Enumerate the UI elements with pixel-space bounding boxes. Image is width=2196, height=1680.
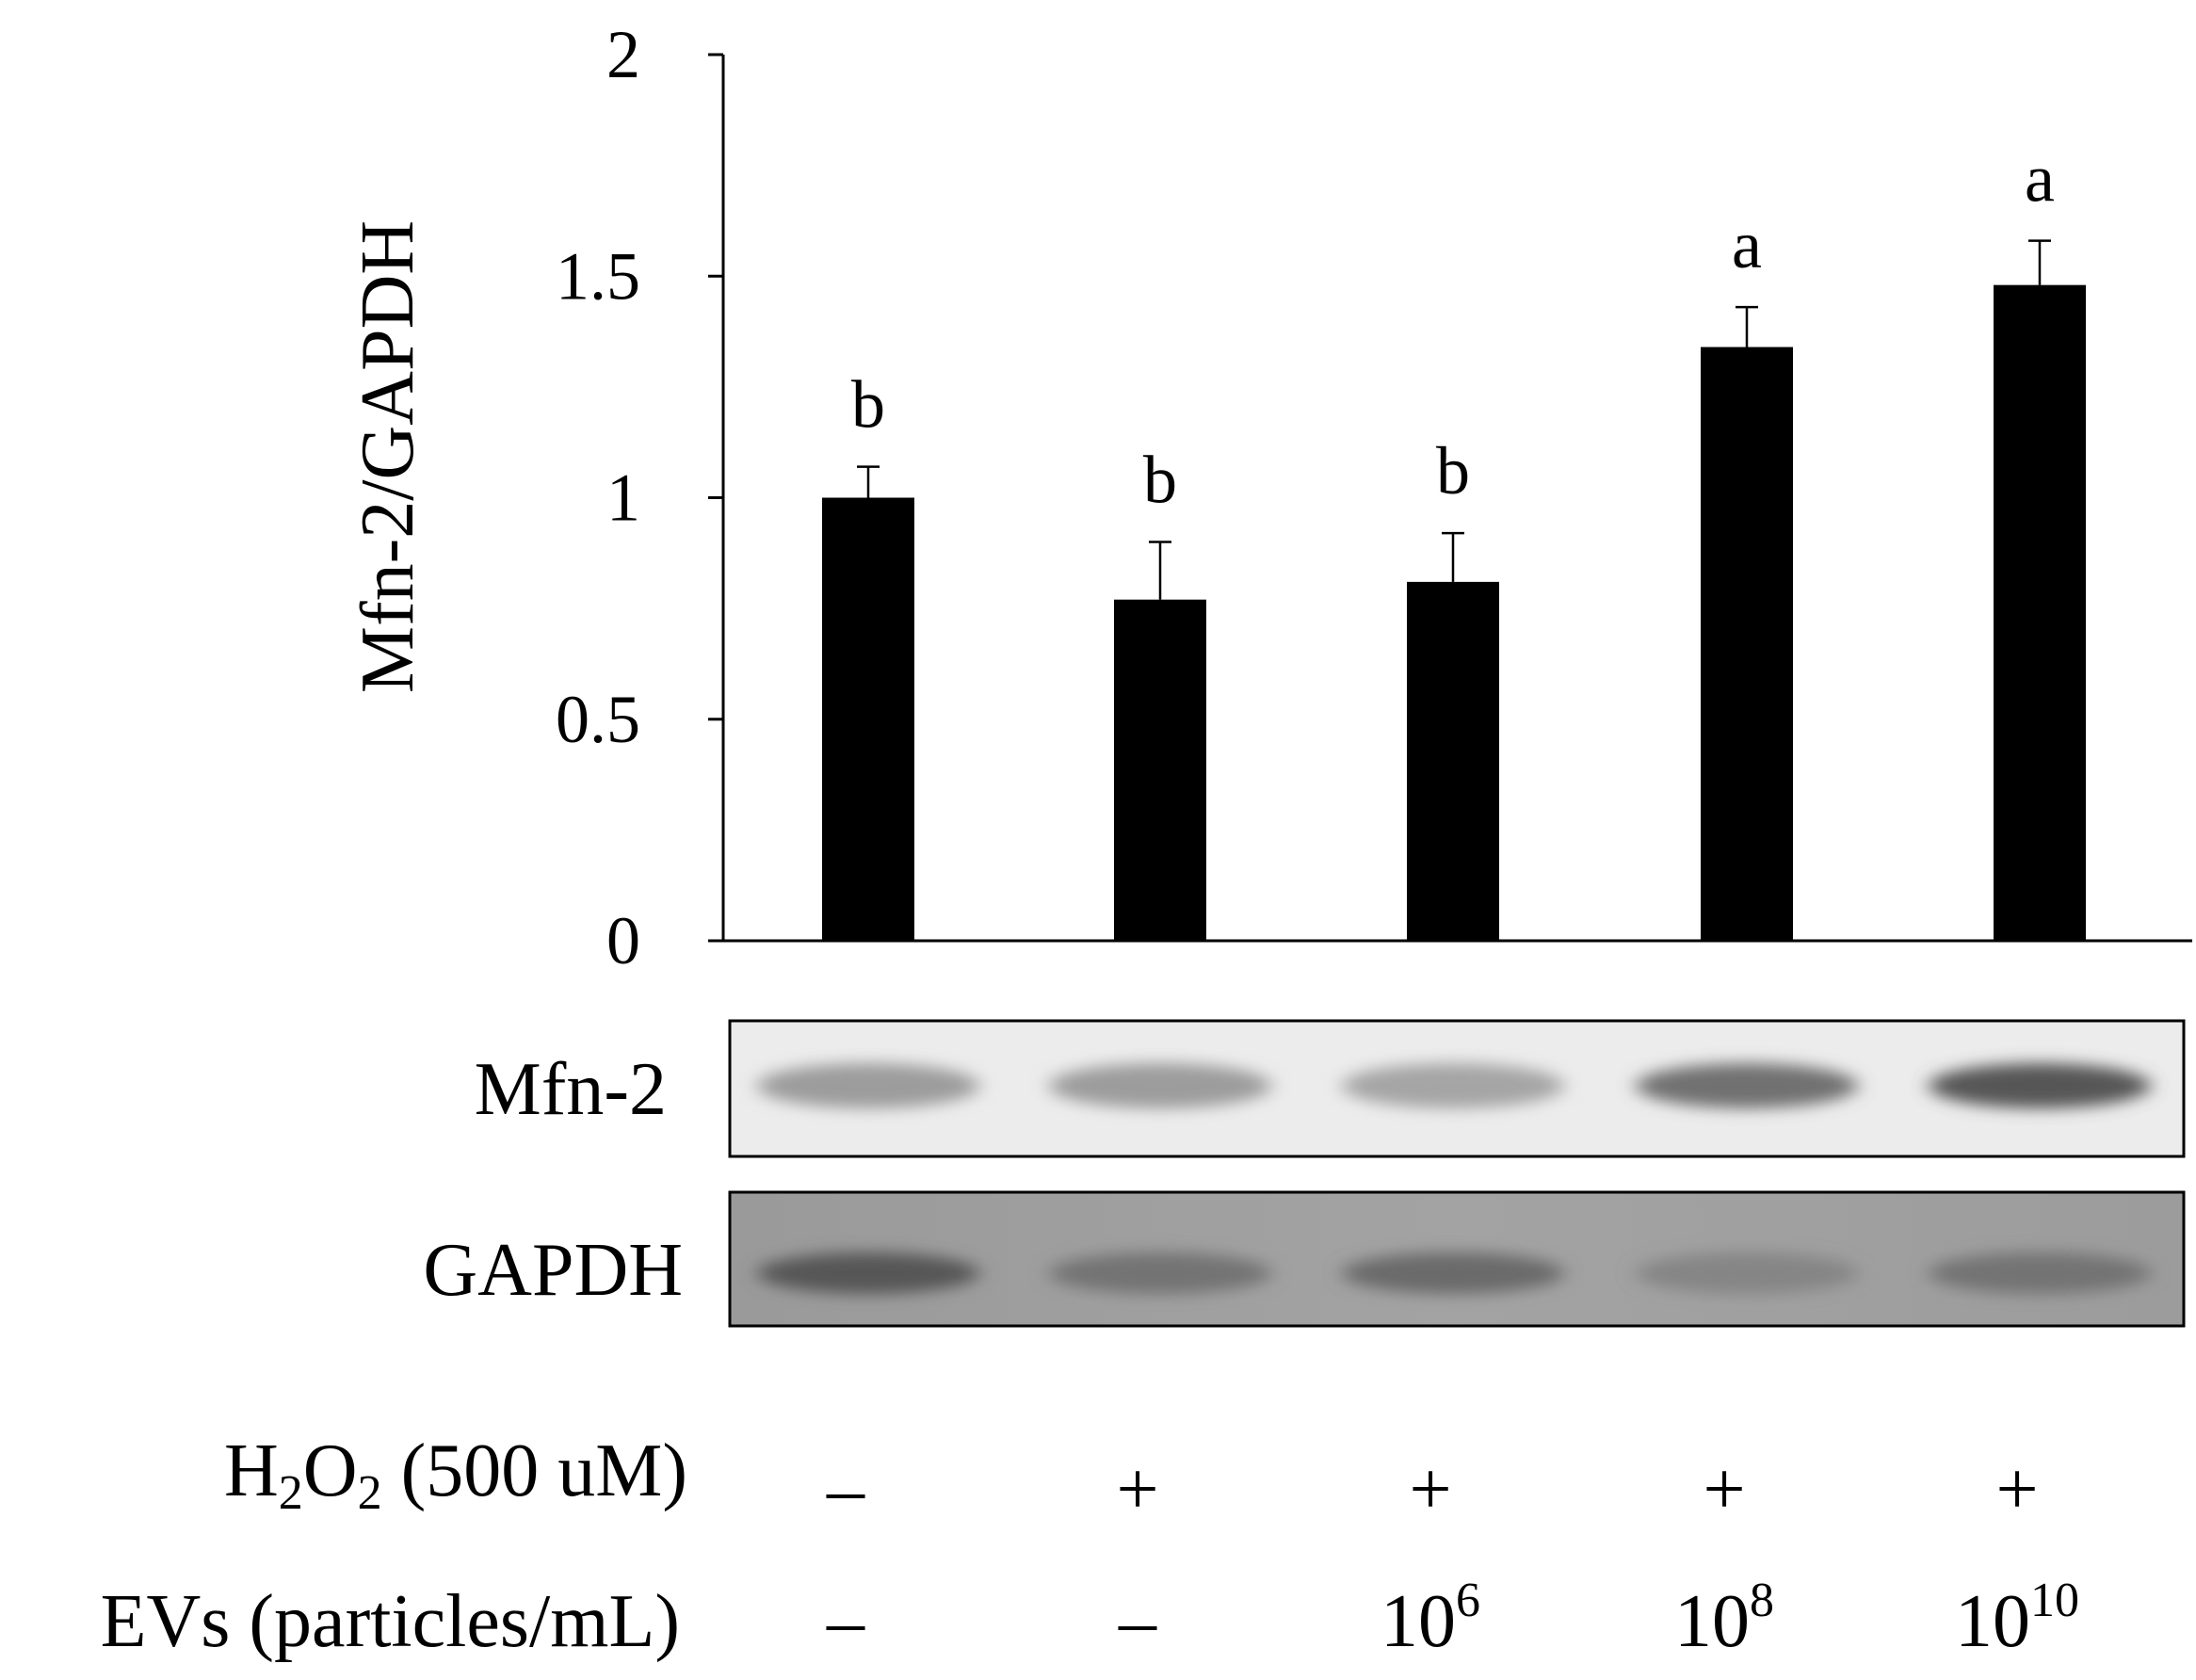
- blot-band: [1049, 1252, 1271, 1294]
- blot-band: [1636, 1063, 1858, 1108]
- bar: [1994, 284, 2086, 941]
- blot-band: [1636, 1252, 1858, 1294]
- evs-value-exponent: 8: [1750, 1574, 1774, 1627]
- y-tick-label: 1.5: [556, 238, 640, 314]
- blot-band: [1929, 1252, 2151, 1294]
- mfn2-blot: [728, 1019, 2186, 1158]
- evs-value-base: 10: [1381, 1580, 1456, 1663]
- h2o2-value: +: [1703, 1448, 1745, 1531]
- bar: [1114, 599, 1206, 941]
- evs-value: 108: [1674, 1574, 1774, 1663]
- evs-value-base: 10: [1955, 1580, 2030, 1663]
- evs-values: – –106 108 1010: [826, 1574, 2079, 1663]
- mfn2-blot-label: Mfn-2: [475, 1048, 667, 1131]
- blot-band: [1342, 1252, 1564, 1294]
- h2o2-label-part-2: O: [303, 1430, 358, 1512]
- h2o2-value: –: [826, 1448, 865, 1531]
- blot-band: [1049, 1063, 1271, 1108]
- y-axis-title: Mfn-2/GAPDH: [347, 220, 429, 693]
- h2o2-label-part-3: (500 uM): [382, 1430, 687, 1512]
- h2o2-label-part-1: H: [224, 1430, 279, 1512]
- evs-value-exponent: 10: [2030, 1574, 2079, 1627]
- gapdh-bands: [757, 1252, 2151, 1294]
- h2o2-value: +: [1995, 1448, 2038, 1531]
- h2o2-label-sub-1: 2: [279, 1466, 303, 1520]
- significance-label: b: [1436, 433, 1470, 509]
- evs-value: 106: [1381, 1574, 1480, 1663]
- bar: [822, 497, 914, 941]
- bar: [1407, 581, 1499, 941]
- h2o2-value: +: [1409, 1448, 1451, 1531]
- y-tick-label: 1: [606, 460, 640, 536]
- significance-label: a: [1732, 207, 1762, 283]
- evs-value-exponent: 6: [1456, 1574, 1480, 1627]
- evs-value: –: [1118, 1580, 1157, 1663]
- evs-value: 1010: [1955, 1574, 2079, 1663]
- evs-label: EVs (particles/mL): [101, 1580, 680, 1663]
- significance-label: a: [2025, 141, 2055, 217]
- y-tick-label: 2: [606, 17, 640, 92]
- h2o2-values: – + + + +: [826, 1448, 2039, 1531]
- significance-label: b: [1143, 443, 1177, 518]
- h2o2-label-sub-2: 2: [358, 1466, 382, 1520]
- significance-label: b: [851, 367, 885, 443]
- bars: b b b a a: [822, 141, 2086, 941]
- evs-value-base: 10: [1674, 1580, 1750, 1663]
- gapdh-blot: [728, 1190, 2186, 1328]
- h2o2-label: H2O2 (500 uM): [224, 1430, 687, 1520]
- mfn2-bands: [757, 1063, 2151, 1108]
- h2o2-value: +: [1116, 1448, 1158, 1531]
- blot-band: [1929, 1063, 2151, 1108]
- evs-value: –: [826, 1580, 865, 1663]
- gapdh-blot-label: GAPDH: [423, 1229, 683, 1312]
- y-ticks: 0 0.5 1 1.5 2: [556, 17, 723, 978]
- blot-band: [757, 1063, 979, 1108]
- blot-band: [1342, 1063, 1564, 1108]
- evs-value-base: –: [826, 1580, 865, 1663]
- y-tick-label: 0: [606, 903, 640, 978]
- blot-band: [757, 1252, 979, 1294]
- y-tick-label: 0.5: [556, 682, 640, 757]
- bar: [1701, 347, 1793, 941]
- evs-value-base: –: [1118, 1580, 1157, 1663]
